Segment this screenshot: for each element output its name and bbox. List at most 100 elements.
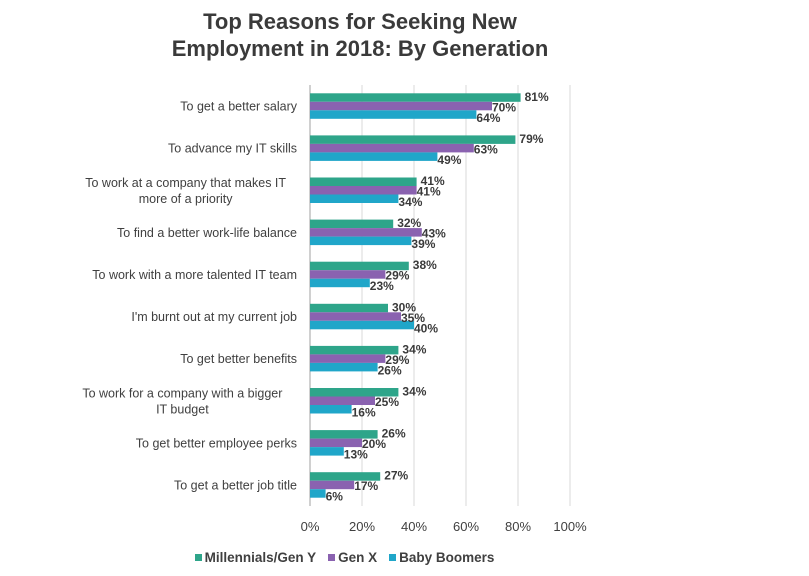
data-label: 16%: [352, 406, 376, 420]
bar: [310, 447, 344, 456]
legend-item: Millennials/Gen Y: [194, 550, 317, 565]
legend-label: Baby Boomers: [399, 550, 495, 565]
category-label: To advance my IT skills: [168, 142, 297, 156]
category-label-line: To advance my IT skills: [168, 142, 297, 156]
data-label: 29%: [385, 269, 409, 283]
bar: [310, 489, 326, 498]
category-labels: To get a better salary To advance my IT s…: [82, 100, 297, 493]
data-labels: 81%70%64%79%63%49%41%41%34%32%43%39%38%2…: [326, 90, 549, 504]
bar: [310, 396, 375, 405]
legend: Millennials/Gen Y Gen X Baby Boomers: [0, 550, 809, 565]
category-label: To work at a company that makes IT more o…: [85, 176, 286, 206]
legend-item: Baby Boomers: [389, 550, 494, 565]
bars: [310, 93, 521, 498]
category-label-line: To work for a company with a bigger: [82, 386, 282, 400]
x-tick-label: 20%: [349, 519, 375, 534]
bar: [310, 320, 414, 330]
data-label: 79%: [519, 132, 543, 146]
bar: [310, 177, 417, 186]
data-label: 6%: [326, 490, 344, 504]
data-label: 25%: [375, 395, 399, 409]
data-label: 38%: [413, 258, 437, 272]
bar: [310, 228, 422, 237]
chart-title-line-2: Employment in 2018: By Generation: [171, 36, 549, 61]
bar: [310, 93, 521, 102]
bar: [310, 110, 477, 119]
bar: [310, 101, 492, 111]
data-label: 35%: [401, 311, 425, 325]
data-label: 39%: [411, 237, 435, 251]
bar: [310, 430, 378, 439]
category-label-line: To get a better job title: [174, 478, 297, 492]
legend-swatch: [328, 554, 336, 561]
bar: [310, 186, 417, 195]
bar: [310, 261, 409, 271]
category-label-line: IT budget: [156, 402, 209, 416]
bar: [310, 362, 378, 372]
x-tick-label: 40%: [401, 519, 427, 534]
bar: [310, 278, 370, 288]
category-label: To get better employee perks: [136, 436, 297, 450]
legend-swatch: [194, 554, 202, 561]
category-label-line: more of a priority: [139, 192, 234, 206]
data-label: 43%: [422, 227, 446, 241]
bar: [310, 480, 355, 490]
bar: [310, 219, 394, 229]
chart-title: Top Reasons for Seeking New Employment i…: [100, 8, 620, 62]
legend-label: Millennials/Gen Y: [204, 550, 317, 565]
x-tick-label: 0%: [301, 519, 320, 534]
data-label: 49%: [437, 153, 461, 167]
data-label: 34%: [402, 385, 426, 399]
data-label: 41%: [417, 185, 441, 199]
bar: [310, 345, 399, 355]
bar-chart: To get a better salary To advance my IT s…: [82, 85, 587, 534]
category-label-line: To work with a more talented IT team: [92, 268, 297, 282]
category-label: To get better benefits: [180, 352, 297, 366]
bar: [310, 236, 412, 246]
data-label: 30%: [392, 300, 416, 314]
data-label: 13%: [344, 448, 368, 462]
bar: [310, 194, 399, 203]
bar: [310, 354, 386, 363]
data-label: 34%: [398, 195, 422, 209]
data-label: 27%: [384, 469, 408, 483]
bar: [310, 143, 474, 153]
category-label-line: To work at a company that makes IT: [85, 176, 286, 190]
data-label: 40%: [414, 321, 438, 335]
bar: [310, 303, 388, 313]
bar: [310, 405, 352, 414]
category-label-line: To get a better salary: [180, 100, 297, 114]
data-label: 26%: [382, 427, 406, 441]
category-label-line: I'm burnt out at my current job: [131, 310, 297, 324]
data-label: 70%: [492, 100, 516, 114]
category-label-line: To find a better work-life balance: [117, 226, 297, 240]
x-tick-label: 60%: [453, 519, 479, 534]
bar: [310, 472, 381, 481]
data-label: 64%: [476, 111, 500, 125]
category-label-line: To get better employee perks: [136, 436, 297, 450]
chart-title-line-1: Top Reasons for Seeking New: [203, 9, 517, 34]
data-label: 34%: [402, 342, 426, 356]
bar: [310, 388, 399, 397]
x-tick-label: 80%: [505, 519, 531, 534]
category-label: To find a better work-life balance: [117, 226, 297, 240]
legend-item: Gen X: [328, 550, 377, 565]
bar: [310, 270, 386, 279]
x-tick-label: 100%: [553, 519, 587, 534]
data-label: 81%: [525, 90, 549, 104]
category-label: To work with a more talented IT team: [92, 268, 297, 282]
data-label: 17%: [354, 479, 378, 493]
bar: [310, 438, 362, 448]
data-label: 32%: [397, 216, 421, 230]
category-label: To work for a company with a bigger IT bu…: [82, 386, 282, 416]
x-axis-tick-labels: 0% 20% 40% 60% 80% 100%: [301, 519, 587, 534]
data-label: 29%: [385, 353, 409, 367]
bar: [310, 152, 438, 161]
data-label: 63%: [474, 142, 498, 156]
legend-label: Gen X: [338, 550, 378, 565]
category-label-line: To get better benefits: [180, 352, 297, 366]
data-label: 26%: [378, 363, 402, 377]
data-label: 41%: [421, 174, 445, 188]
category-label: To get a better job title: [174, 478, 297, 492]
legend-swatch: [389, 554, 397, 561]
